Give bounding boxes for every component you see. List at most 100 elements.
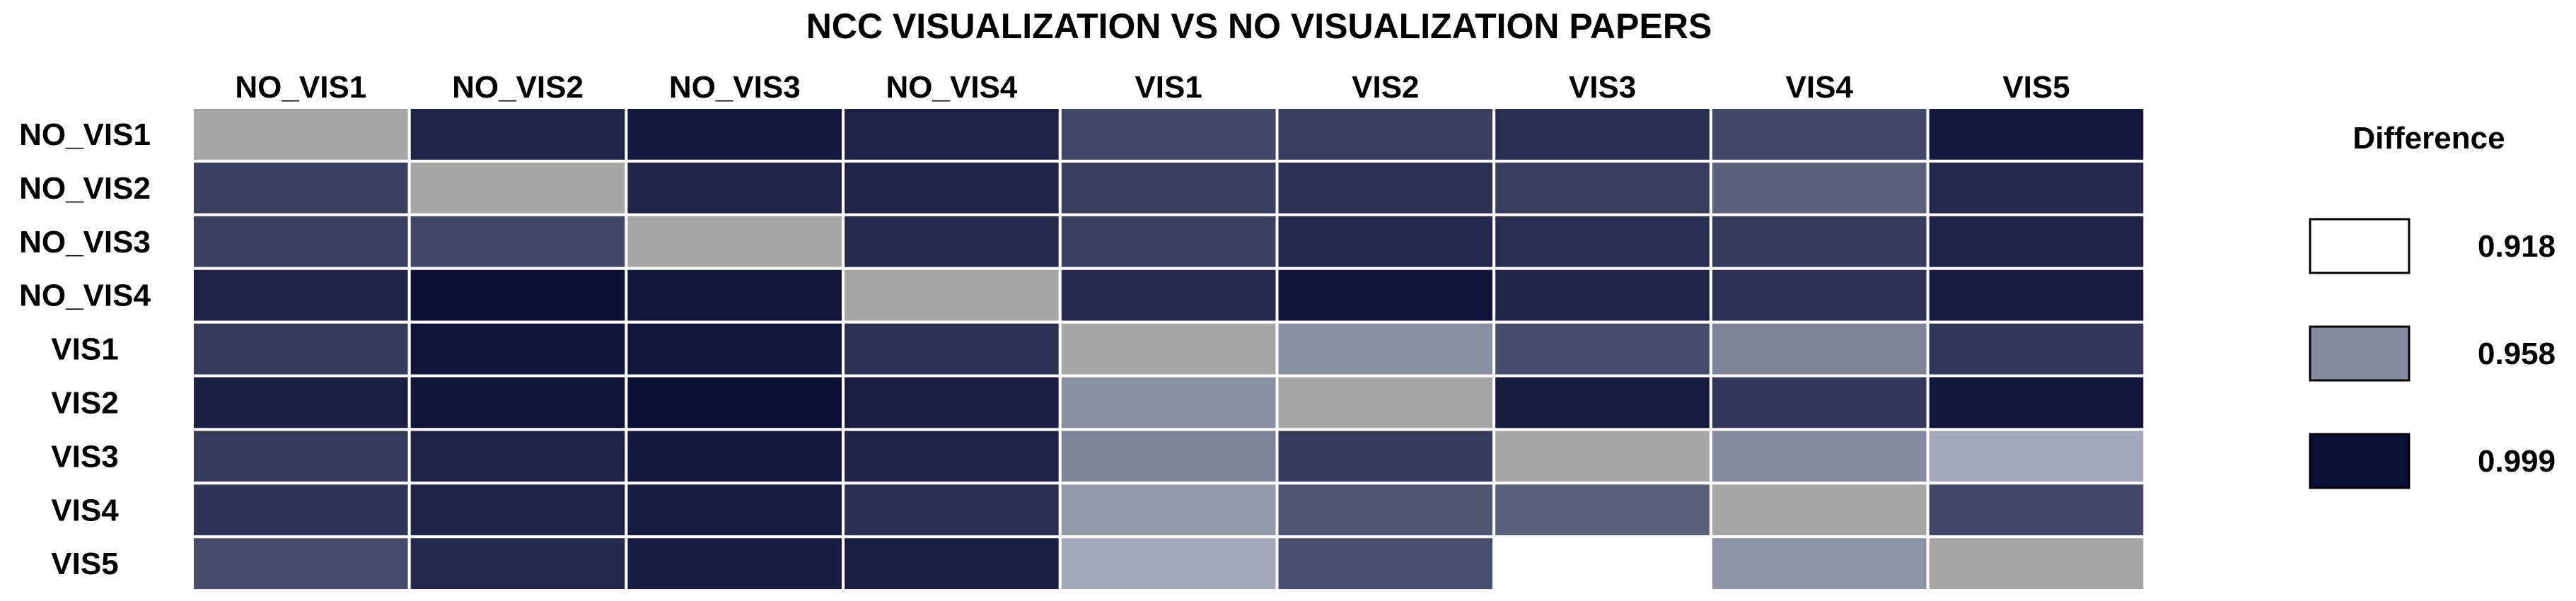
legend: Difference 0.918 0.958 0.999 (2309, 121, 2555, 489)
heatmap-cell (1492, 374, 1712, 431)
column-label: NO_VIS2 (452, 70, 584, 105)
heatmap-cell (842, 428, 1062, 485)
heatmap-cell (1275, 535, 1496, 593)
column-label: VIS2 (1352, 70, 1419, 105)
heatmap-cell (1058, 159, 1279, 216)
heatmap-cell (1492, 320, 1712, 378)
legend-value: 0.958 (2478, 337, 2555, 371)
heatmap-cell (1492, 535, 1712, 593)
heatmap-cell (625, 106, 845, 163)
heatmap-cell (1275, 482, 1496, 539)
heatmap-cell (191, 482, 411, 539)
column-label: VIS1 (1135, 70, 1202, 105)
heatmap-cell (1492, 428, 1712, 485)
row-label: NO_VIS2 (19, 171, 151, 206)
column-label: NO_VIS1 (235, 70, 366, 105)
row-label: VIS1 (51, 332, 118, 367)
heatmap-cell (407, 535, 628, 593)
heatmap-cell (407, 159, 628, 216)
heatmap-cell (1709, 374, 1930, 431)
heatmap-cell (842, 482, 1062, 539)
heatmap-cell (1926, 320, 2147, 378)
row-label: VIS5 (51, 547, 118, 581)
heatmap-cell (625, 535, 845, 593)
heatmap-cell (1058, 267, 1279, 324)
heatmap-cell (1709, 535, 1930, 593)
heatmap-cell (1058, 482, 1279, 539)
row-label: VIS2 (51, 385, 118, 420)
heatmap-cell (1058, 213, 1279, 270)
chart-title: NCC VISUALIZATION VS NO VISUALIZATION PA… (806, 6, 1712, 46)
heatmap-cell (1058, 320, 1279, 378)
heatmap-cell (1275, 267, 1496, 324)
heatmap-cell (842, 106, 1062, 163)
heatmap-cell (1709, 159, 1930, 216)
heatmap-cell (1926, 374, 2147, 431)
heatmap-cell (1709, 267, 1930, 324)
row-label: VIS4 (51, 493, 119, 527)
heatmap-cell (1275, 374, 1496, 431)
heatmap-cell (191, 320, 411, 378)
heatmap-cell (842, 535, 1062, 593)
column-label: VIS3 (1569, 70, 1636, 105)
heatmap-cell (1926, 106, 2147, 163)
heatmap-cell (1492, 482, 1712, 539)
heatmap-cell (191, 374, 411, 431)
legend-title: Difference (2352, 121, 2505, 156)
heatmap-cell (1709, 320, 1930, 378)
heatmap-cell (1492, 106, 1712, 163)
heatmap-cell (1926, 428, 2147, 485)
legend-swatch (2309, 325, 2410, 382)
heatmap-cell (625, 213, 845, 270)
row-label: VIS3 (51, 439, 118, 474)
heatmap-cell (1926, 267, 2147, 324)
heatmap-cell (625, 159, 845, 216)
heatmap-cell (191, 267, 411, 324)
heatmap-cell (1492, 159, 1712, 216)
heatmap-cell (1275, 320, 1496, 378)
heatmap-cell (1275, 159, 1496, 216)
heatmap-cell (407, 482, 628, 539)
heatmap-cell (1926, 159, 2147, 216)
row-label: NO_VIS3 (19, 225, 151, 259)
heatmap-cell (191, 159, 411, 216)
legend-swatch (2309, 433, 2410, 489)
heatmap-cell (407, 428, 628, 485)
heatmap-cell (191, 213, 411, 270)
column-label: NO_VIS3 (669, 70, 801, 105)
column-label: NO_VIS4 (886, 70, 1018, 105)
legend-swatch (2309, 218, 2410, 274)
heatmap-cell (1926, 213, 2147, 270)
row-label: NO_VIS4 (19, 279, 151, 313)
heatmap-cell (1926, 482, 2147, 539)
heatmap-cell (1709, 106, 1930, 163)
heatmap-cell (625, 482, 845, 539)
heatmap-cell (407, 267, 628, 324)
heatmap-cell (1058, 106, 1279, 163)
heatmap-cell (1058, 374, 1279, 431)
heatmap-cell (407, 213, 628, 270)
heatmap-cell (1275, 106, 1496, 163)
heatmap-cell (842, 267, 1062, 324)
heatmap-cell (625, 267, 845, 324)
heatmap-cell (1058, 535, 1279, 593)
heatmap-cell (191, 428, 411, 485)
heatmap-cell (842, 320, 1062, 378)
row-labels: NO_VIS1 NO_VIS2 NO_VIS3 NO_VIS4 VIS1 VIS2 VIS3… (19, 117, 151, 581)
column-label: VIS4 (1786, 70, 1854, 105)
heatmap-cell (191, 106, 411, 163)
heatmap-cell (625, 374, 845, 431)
heatmap-cell (407, 106, 628, 163)
heatmap-cell (1709, 482, 1930, 539)
heatmap-cell (842, 374, 1062, 431)
heatmap-cell (407, 374, 628, 431)
heatmap-cell (842, 159, 1062, 216)
heatmap-cell (1275, 213, 1496, 270)
row-label: NO_VIS1 (19, 117, 151, 152)
heatmap-cell (842, 213, 1062, 270)
heatmap-cell (1275, 428, 1496, 485)
heatmap-cell (625, 428, 845, 485)
heatmap-cells (191, 106, 2147, 593)
heatmap-cell (191, 535, 411, 593)
